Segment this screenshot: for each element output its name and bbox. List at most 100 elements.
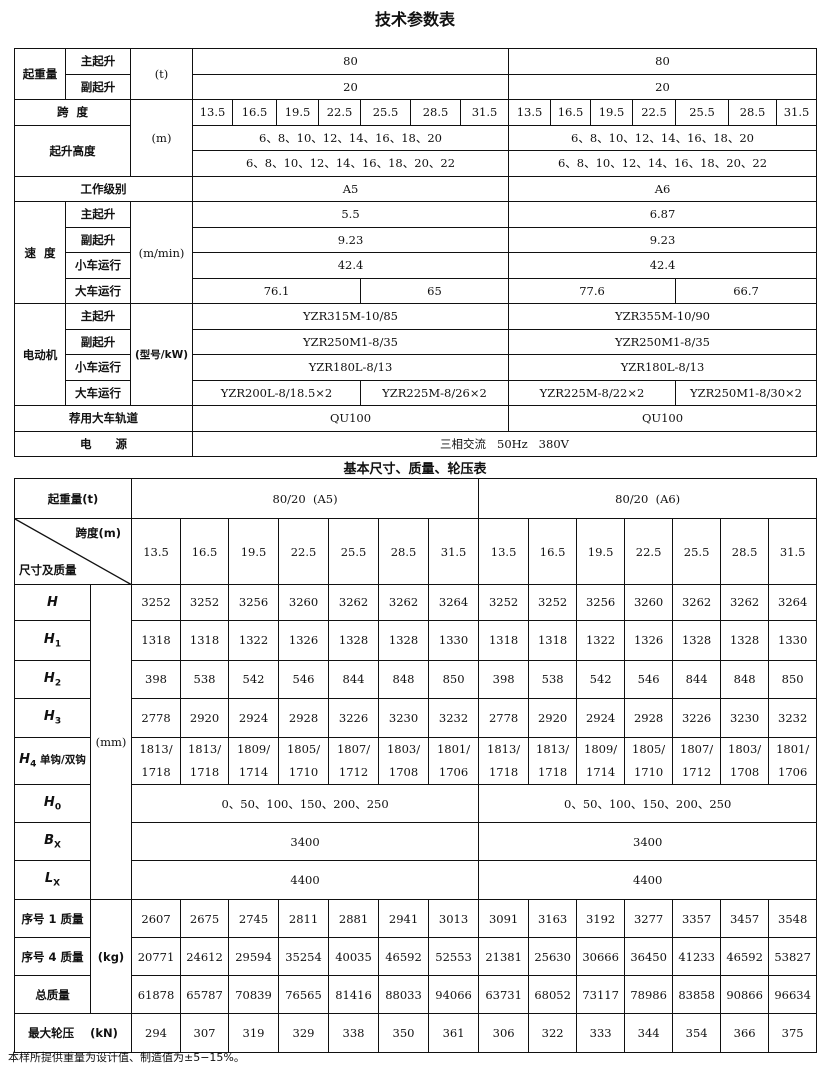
value-cell: 3232 xyxy=(428,698,480,738)
value-cell: 3252 xyxy=(180,584,230,621)
row-dim-h2: H2 398 538 542 546 844 848 850 398 538 542 546 844 84… xyxy=(14,660,818,699)
value-cell: 3091 xyxy=(478,899,530,938)
value-cell: 2941 xyxy=(378,899,430,938)
dimension-subscript: 1 xyxy=(54,639,62,650)
speed-label: 速 度 xyxy=(14,201,66,304)
rail-label: 荐用大车轨道 xyxy=(14,405,193,432)
value-cell: 78986 xyxy=(624,975,674,1014)
value-cell: 1330 xyxy=(768,620,818,661)
unit-model-kw: (型号/kW) xyxy=(130,303,193,406)
span-cell: 16.5 xyxy=(232,99,277,126)
value-cell: 538 xyxy=(180,660,230,699)
technical-parameters-table: 起重量 主起升 (t) 80 80 副起升 20 20 跨 度 (m) 13.5… xyxy=(14,48,817,457)
dimension-label: BX xyxy=(14,822,91,861)
value-cell: 1813/ 1718 xyxy=(478,737,530,785)
value-cell: 1322 xyxy=(576,620,626,661)
value-cell: 29594 xyxy=(228,937,280,976)
row-lift-height-main: 起升高度 6、8、10、12、14、16、18、20 6、8、10、12、14、… xyxy=(14,124,817,177)
value-cell: 2881 xyxy=(328,899,380,938)
cell: YZR355M-10/90 xyxy=(508,303,817,330)
diagonal-header-cell: 跨度(m) 尺寸及质量 xyxy=(13,518,133,585)
row-mass: 总质量 61878 65787 70839 76565 81416 88033 94066 63… xyxy=(14,975,818,1014)
value-cell: 2607 xyxy=(131,899,182,938)
value-cell: 3256 xyxy=(228,584,280,621)
span-cell: 13.5 xyxy=(131,518,182,585)
row-lift-height-aux: 6、8、10、12、14、16、18、20、22 6、8、10、12、14、16… xyxy=(15,150,817,177)
row-dim-h0: H0 0、50、100、150、200、250 0、50、100、150、200、2… xyxy=(14,784,818,823)
diagonal-line xyxy=(15,519,131,584)
dimension-label: H xyxy=(14,584,91,621)
value-cell: 2745 xyxy=(228,899,280,938)
span-cell: 19.5 xyxy=(228,518,280,585)
value-cell: 344 xyxy=(624,1013,674,1053)
capacity-label: 起重量 xyxy=(14,48,66,100)
cell: YZR225M-8/26×2 xyxy=(360,379,509,406)
dimension-subscript: X xyxy=(53,840,61,851)
row-mass: 序号 1 质量 (kg) 2607 2675 2745 2811 2881 2941 3013 3… xyxy=(14,899,818,1014)
span-cell: 31.5 xyxy=(428,518,480,585)
dimension-label: LX xyxy=(14,860,91,900)
value-cell: 542 xyxy=(228,660,280,699)
value-cell: 3264 xyxy=(768,584,818,621)
span-cell: 25.5 xyxy=(360,99,411,126)
value-cell: 2675 xyxy=(180,899,230,938)
value-cell: 322 xyxy=(528,1013,578,1053)
power-value: 三相交流 50Hz 380V xyxy=(192,430,817,457)
capacity-label: 起重量(t) xyxy=(13,478,133,519)
value-cell: 1813/ 1718 xyxy=(528,737,578,785)
merged-value-cell: 3400 xyxy=(131,822,480,861)
value-cell: 24612 xyxy=(180,937,230,976)
value-cell: 307 xyxy=(180,1013,230,1053)
value-cell: 1318 xyxy=(478,620,530,661)
mass-label: 总质量 xyxy=(14,975,91,1014)
value-cell: 361 xyxy=(428,1013,480,1053)
dimension-symbol: H4 xyxy=(19,752,37,770)
value-cell: 1803/ 1708 xyxy=(378,737,430,785)
dimensions-mass-wheel-load-table: 起重量(t) 80/20 (A5) 80/20 (A6) 跨度(m) 尺寸及质量 13.5… xyxy=(13,478,818,1053)
value-cell: 3252 xyxy=(528,584,578,621)
value-cell: 3457 xyxy=(720,899,770,938)
trolley-label: 小车运行 xyxy=(65,354,131,381)
cell: 76.1 xyxy=(192,277,361,304)
value-cell: 1328 xyxy=(328,620,380,661)
dimension-subscript: 3 xyxy=(54,716,62,727)
value-cell: 2928 xyxy=(624,698,674,738)
cell: YZR315M-10/85 xyxy=(192,303,509,330)
row-dim-lx: LX 4400 4400 xyxy=(14,860,818,900)
row-mass: 序号 4 质量 20771 24612 29594 35254 40035 46592 525… xyxy=(14,937,818,976)
dimension-axis-label: 尺寸及质量 xyxy=(19,563,77,577)
value-cell: 46592 xyxy=(378,937,430,976)
merged-value-cell: 4400 xyxy=(131,860,480,900)
dimension-symbol: H xyxy=(47,595,58,610)
value-cell: 546 xyxy=(624,660,674,699)
dimension-symbol: H3 xyxy=(43,709,62,727)
value-cell: 354 xyxy=(672,1013,722,1053)
dimension-symbol: H1 xyxy=(43,631,62,650)
cell: YZR250M1-8/30×2 xyxy=(675,379,817,406)
value-cell: 1328 xyxy=(720,620,770,661)
value-cell: 1807/ 1712 xyxy=(672,737,722,785)
value-cell: 2920 xyxy=(528,698,578,738)
cell: 80 xyxy=(192,48,509,75)
span-cell: 19.5 xyxy=(576,518,626,585)
row-speed-trolley: 小车运行 42.4 42.4 xyxy=(15,252,817,279)
group-header: 80/20 (A6) xyxy=(478,478,818,519)
span-cell: 16.5 xyxy=(528,518,578,585)
unit-mm: (mm) xyxy=(89,584,133,900)
span-cell: 31.5 xyxy=(768,518,818,585)
row-span: 跨 度 (m) 13.5 16.5 19.5 22.5 25.5 28.5 31.5 13.5… xyxy=(14,99,817,177)
value-cell: 53827 xyxy=(768,937,818,976)
value-cell: 30666 xyxy=(576,937,626,976)
cell: 77.6 xyxy=(508,277,676,304)
value-cell: 398 xyxy=(131,660,182,699)
value-cell: 1330 xyxy=(428,620,480,661)
cell: A5 xyxy=(192,175,509,202)
value-cell: 366 xyxy=(720,1013,770,1053)
main-hoist-label: 主起升 xyxy=(65,201,131,228)
span-cell: 25.5 xyxy=(672,518,722,585)
value-cell: 21381 xyxy=(478,937,530,976)
value-cell: 3232 xyxy=(768,698,818,738)
dimension-label: H4 单钩/双钩 xyxy=(14,737,91,785)
value-cell: 3277 xyxy=(624,899,674,938)
value-cell: 1805/ 1710 xyxy=(278,737,330,785)
